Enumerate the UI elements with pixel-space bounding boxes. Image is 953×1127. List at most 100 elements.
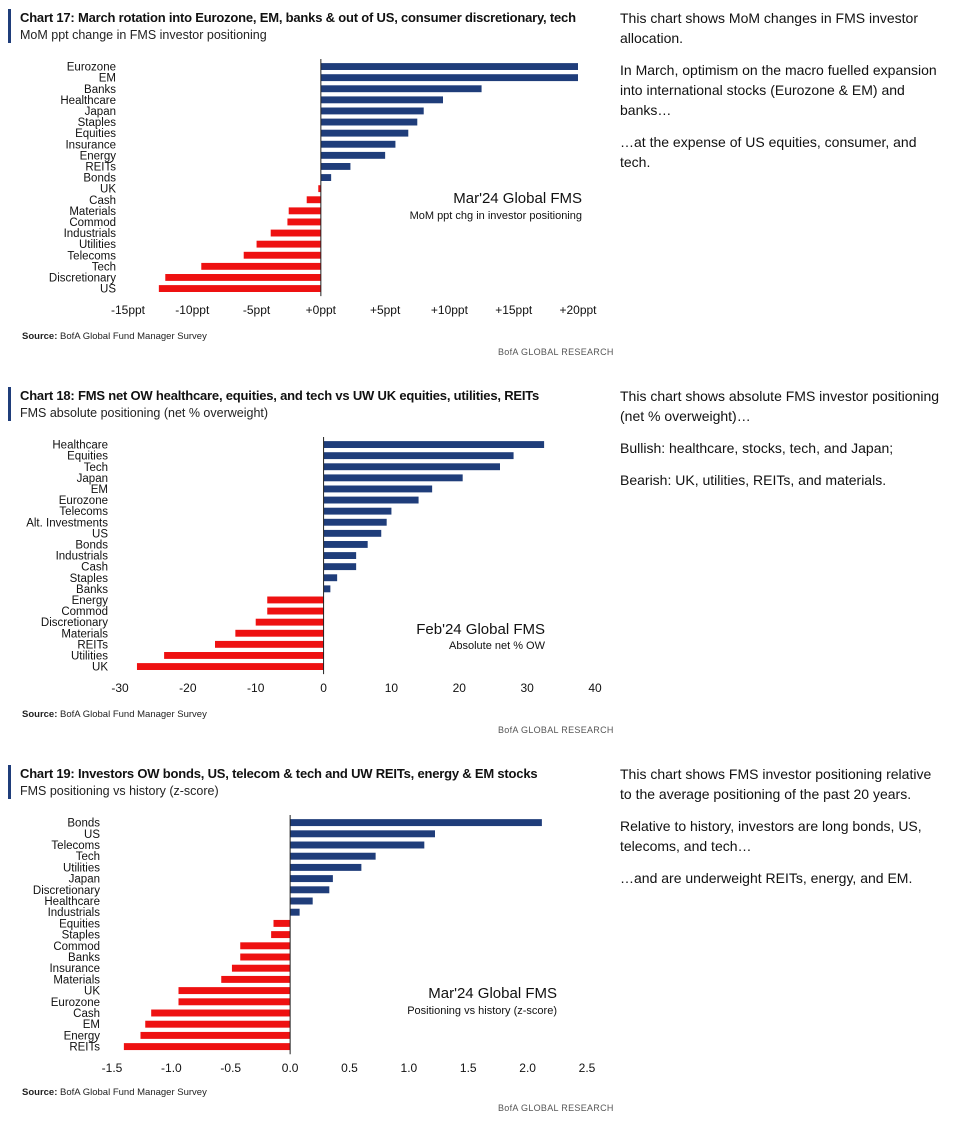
bar-em: [323, 485, 433, 493]
x-tick-label: -15ppt: [111, 303, 146, 317]
category-label: Utilities: [71, 650, 108, 662]
commentary-paragraph: …at the expense of US equities, consumer…: [620, 134, 917, 170]
footer-brand: BofA GLOBAL RESEARCH: [498, 347, 614, 357]
chart-title: Chart 17: March rotation into Eurozone, …: [20, 10, 576, 25]
bar-insurance: [231, 964, 291, 972]
category-label: Staples: [70, 573, 109, 585]
source-label: Source:: [22, 331, 58, 342]
bar-utilities: [256, 240, 321, 248]
x-tick-label: 40: [588, 681, 602, 695]
bar-chart: EurozoneEMBanksHealthcareJapanStaplesEqu…: [49, 59, 597, 317]
category-label: Industrials: [56, 551, 109, 563]
bar-bonds: [290, 819, 542, 827]
footer-brand: BofA GLOBAL RESEARCH: [498, 1103, 614, 1113]
bar-chart: BondsUSTelecomsTechUtilitiesJapanDiscret…: [33, 815, 596, 1075]
bar-alt-investments: [323, 518, 387, 526]
bar-japan: [290, 875, 333, 883]
bar-telecoms: [243, 251, 321, 259]
category-label: Energy: [64, 1030, 101, 1042]
source-note: Source: BofA Global Fund Manager Survey: [22, 709, 207, 720]
chart-commentary: This chart shows FMS investor positionin…: [620, 764, 940, 900]
category-label: Discretionary: [41, 617, 108, 629]
category-label: EM: [99, 73, 116, 85]
title-accent-bar: [8, 387, 11, 421]
category-label: Bonds: [83, 173, 116, 185]
bar-cash: [151, 1009, 291, 1017]
bar-tech: [323, 463, 500, 471]
chart-panel-19: Chart 19: Investors OW bonds, US, teleco…: [0, 756, 953, 1127]
category-label: Bonds: [67, 818, 100, 830]
category-label: UK: [92, 662, 108, 674]
category-label: REITs: [85, 161, 116, 173]
chart-annotation-subtitle: Positioning vs history (z-score): [407, 1005, 557, 1017]
bar-insurance: [320, 140, 396, 148]
bar-energy: [140, 1031, 291, 1039]
category-label: UK: [84, 986, 100, 998]
category-label: Energy: [80, 150, 117, 162]
x-tick-label: 0.5: [341, 1061, 358, 1075]
commentary-paragraph: This chart shows MoM changes in FMS inve…: [620, 10, 918, 46]
x-tick-label: 1.5: [460, 1061, 477, 1075]
bar-em: [320, 74, 578, 82]
category-label: Equities: [75, 128, 116, 140]
bar-uk: [136, 663, 324, 670]
category-label: US: [100, 284, 116, 296]
category-label: Bonds: [75, 539, 108, 551]
bar-bonds: [320, 174, 332, 181]
x-tick-label: +0ppt: [306, 303, 337, 317]
bar-materials: [235, 629, 324, 637]
chart-title: Chart 19: Investors OW bonds, US, teleco…: [20, 766, 538, 781]
x-tick-label: 0.0: [282, 1061, 299, 1075]
bar-eurozone: [178, 998, 291, 1006]
bar-chart: HealthcareEquitiesTechJapanEMEurozoneTel…: [26, 437, 602, 695]
bar-japan: [320, 107, 424, 115]
bar-industrials: [290, 908, 300, 916]
bar-uk: [178, 987, 291, 995]
bar-utilities: [290, 863, 362, 871]
bar-energy: [267, 596, 324, 604]
bar-bonds: [323, 541, 368, 548]
bar-energy: [320, 151, 386, 159]
category-label: Banks: [84, 84, 116, 96]
commentary-paragraph: …and are underweight REITs, energy, and …: [620, 870, 913, 886]
chart-annotation-title: Feb'24 Global FMS: [416, 621, 545, 638]
bar-us: [290, 830, 435, 838]
chart-commentary: This chart shows absolute FMS investor p…: [620, 386, 940, 502]
bar-discretionary: [290, 886, 330, 894]
commentary-paragraph: Relative to history, investors are long …: [620, 818, 922, 854]
footer-brand: BofA GLOBAL RESEARCH: [498, 725, 614, 735]
x-tick-label: -1.5: [102, 1061, 123, 1075]
category-label: Eurozone: [67, 62, 116, 74]
category-label: Cash: [73, 1008, 100, 1020]
category-label: Cash: [89, 195, 116, 207]
category-label: Japan: [85, 106, 116, 118]
category-label: Utilities: [63, 862, 100, 874]
bar-japan: [323, 474, 463, 482]
source-text: BofA Global Fund Manager Survey: [60, 709, 207, 720]
x-tick-label: 0: [320, 681, 327, 695]
x-tick-label: -30: [111, 681, 129, 695]
category-label: Eurozone: [59, 495, 108, 507]
category-label: REITs: [69, 1042, 100, 1054]
x-tick-label: -20: [179, 681, 197, 695]
source-label: Source:: [22, 709, 58, 720]
bar-eurozone: [320, 63, 578, 70]
chart-subtitle: FMS positioning vs history (z-score): [20, 784, 219, 798]
category-label: Equities: [59, 918, 100, 930]
bar-healthcare: [323, 441, 545, 448]
category-label: US: [84, 829, 100, 841]
chart-title: Chart 18: FMS net OW healthcare, equitie…: [20, 388, 540, 403]
category-label: Staples: [78, 117, 117, 129]
bar-staples: [320, 118, 418, 126]
bar-industrials: [323, 552, 357, 559]
x-tick-label: +15ppt: [495, 303, 533, 317]
bar-reits: [123, 1043, 291, 1051]
category-label: Banks: [68, 952, 100, 964]
bar-discretionary: [165, 274, 321, 281]
category-label: EM: [91, 484, 108, 496]
bar-materials: [221, 975, 291, 983]
chart-annotation-subtitle: MoM ppt chg in investor positioning: [410, 210, 582, 222]
bar-equities: [273, 919, 291, 927]
category-label: Tech: [84, 462, 108, 474]
category-label: Materials: [53, 974, 100, 986]
